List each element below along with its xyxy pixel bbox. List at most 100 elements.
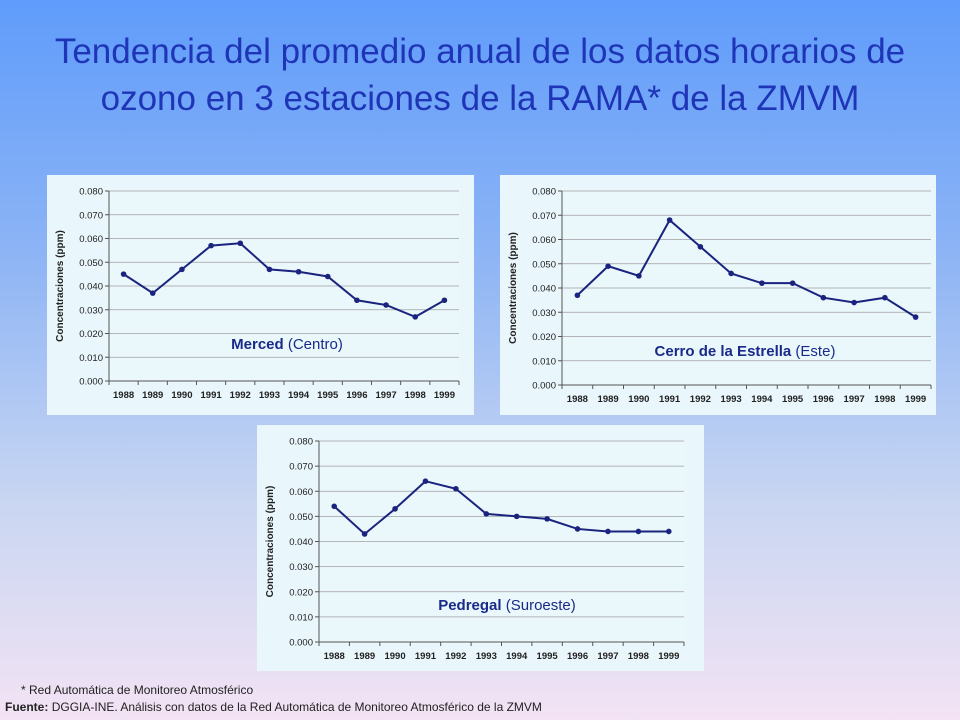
data-point <box>266 266 273 273</box>
y-tick-label: 0.040 <box>532 284 556 295</box>
x-tick-label: 1999 <box>905 394 926 405</box>
y-tick-label: 0.000 <box>532 381 556 392</box>
y-tick-label: 0.070 <box>289 462 313 473</box>
x-tick-label: 1988 <box>324 651 345 662</box>
x-tick-label: 1996 <box>567 651 588 662</box>
x-tick-label: 1995 <box>782 394 804 405</box>
x-tick-label: 1990 <box>628 394 649 405</box>
x-tick-label: 1992 <box>445 651 466 662</box>
station-region: (Este) <box>791 343 835 360</box>
x-tick-label: 1990 <box>384 651 405 662</box>
y-axis-label: Concentraciones (ppm) <box>55 230 66 342</box>
data-point <box>605 263 611 269</box>
station-name: Cerro de la Estrella <box>655 343 792 360</box>
x-tick-label: 1992 <box>690 394 711 405</box>
data-point <box>635 528 642 535</box>
series-line <box>123 242 445 318</box>
y-tick-label: 0.080 <box>79 187 103 198</box>
data-point <box>513 513 520 520</box>
station-label: Cerro de la Estrella (Este) <box>655 343 836 360</box>
source-text: DGGIA-INE. Análisis con datos de la Red … <box>51 700 542 714</box>
y-tick-label: 0.050 <box>79 258 103 269</box>
x-tick-label: 1991 <box>659 394 681 405</box>
station-label: Pedregal (Suroeste) <box>438 597 576 614</box>
data-point <box>422 478 429 484</box>
y-tick-label: 0.070 <box>79 210 103 221</box>
station-region: (Suroeste) <box>502 597 576 614</box>
x-tick-label: 1995 <box>317 390 339 401</box>
x-tick-label: 1994 <box>506 651 528 662</box>
y-tick-label: 0.000 <box>79 377 103 388</box>
x-tick-label: 1989 <box>142 390 163 401</box>
chart-svg: 0.000 0.010 0.020 0.030 0.040 0.050 0.060 0.070… <box>265 437 685 662</box>
data-point <box>412 314 419 320</box>
data-point <box>179 266 185 273</box>
y-tick-label: 0.020 <box>79 329 103 340</box>
data-point <box>574 526 581 532</box>
x-tick-label: 1989 <box>598 394 619 405</box>
data-point <box>361 531 368 537</box>
y-tick-label: 0.040 <box>79 282 103 293</box>
x-tick-label: 1998 <box>405 390 426 401</box>
x-tick-label: 1993 <box>259 390 280 401</box>
y-tick-label: 0.030 <box>532 308 556 319</box>
y-tick-label: 0.020 <box>289 587 313 598</box>
x-tick-label: 1994 <box>751 394 773 405</box>
chart-svg: 0.000 0.010 0.020 0.030 0.040 0.050 0.060 0.070… <box>55 187 460 401</box>
y-tick-label: 0.050 <box>289 512 313 523</box>
data-point <box>666 217 673 223</box>
data-point <box>665 528 672 535</box>
x-tick-label: 1998 <box>628 651 649 662</box>
data-point <box>237 240 244 247</box>
data-point <box>120 271 127 277</box>
x-tick-label: 1998 <box>874 394 895 405</box>
x-tick-label: 1999 <box>658 651 679 662</box>
y-tick-label: 0.030 <box>79 305 103 316</box>
x-tick-label: 1997 <box>376 390 397 401</box>
x-tick-label: 1999 <box>434 390 455 401</box>
y-tick-label: 0.020 <box>532 332 556 343</box>
x-tick-label: 1992 <box>230 390 251 401</box>
x-tick-label: 1991 <box>201 390 223 401</box>
data-point <box>149 290 156 296</box>
y-tick-label: 0.010 <box>289 612 313 623</box>
y-tick-label: 0.070 <box>532 211 556 222</box>
y-tick-label: 0.010 <box>532 356 556 367</box>
footnote: * Red Automática de Monitoreo Atmosféric… <box>21 683 254 697</box>
data-point <box>820 294 827 301</box>
x-tick-label: 1996 <box>346 390 367 401</box>
x-tick-label: 1994 <box>288 390 310 401</box>
x-tick-label: 1988 <box>567 394 588 405</box>
data-point <box>636 273 642 279</box>
x-tick-label: 1997 <box>844 394 865 405</box>
y-tick-label: 0.050 <box>532 259 556 270</box>
chart-pedregal: 0.000 0.010 0.020 0.030 0.040 0.050 0.060 0.070… <box>257 425 704 671</box>
data-point <box>453 485 459 492</box>
data-point <box>208 242 214 249</box>
source-note: Fuente: DGGIA-INE. Análisis con datos de… <box>5 700 542 714</box>
series-line <box>333 480 669 536</box>
x-tick-label: 1991 <box>415 651 437 662</box>
y-tick-label: 0.080 <box>532 187 556 198</box>
source-label: Fuente: <box>5 700 49 714</box>
data-point <box>392 506 398 512</box>
y-axis-label: Concentraciones (ppm) <box>508 232 519 344</box>
data-point <box>605 528 611 535</box>
data-point <box>697 243 704 250</box>
x-tick-label: 1988 <box>113 390 134 401</box>
x-tick-label: 1993 <box>476 651 497 662</box>
x-tick-label: 1989 <box>354 651 375 662</box>
data-point <box>295 268 302 275</box>
y-tick-label: 0.060 <box>79 234 103 245</box>
x-tick-label: 1997 <box>597 651 618 662</box>
y-tick-label: 0.060 <box>289 487 313 498</box>
x-tick-label: 1990 <box>171 390 192 401</box>
station-region: (Centro) <box>284 336 343 353</box>
data-point <box>789 280 796 286</box>
data-point <box>331 503 338 510</box>
data-point <box>728 270 734 277</box>
station-label: Merced (Centro) <box>231 336 343 353</box>
y-tick-label: 0.080 <box>289 437 313 448</box>
data-point <box>574 292 581 299</box>
series-line <box>576 218 917 318</box>
